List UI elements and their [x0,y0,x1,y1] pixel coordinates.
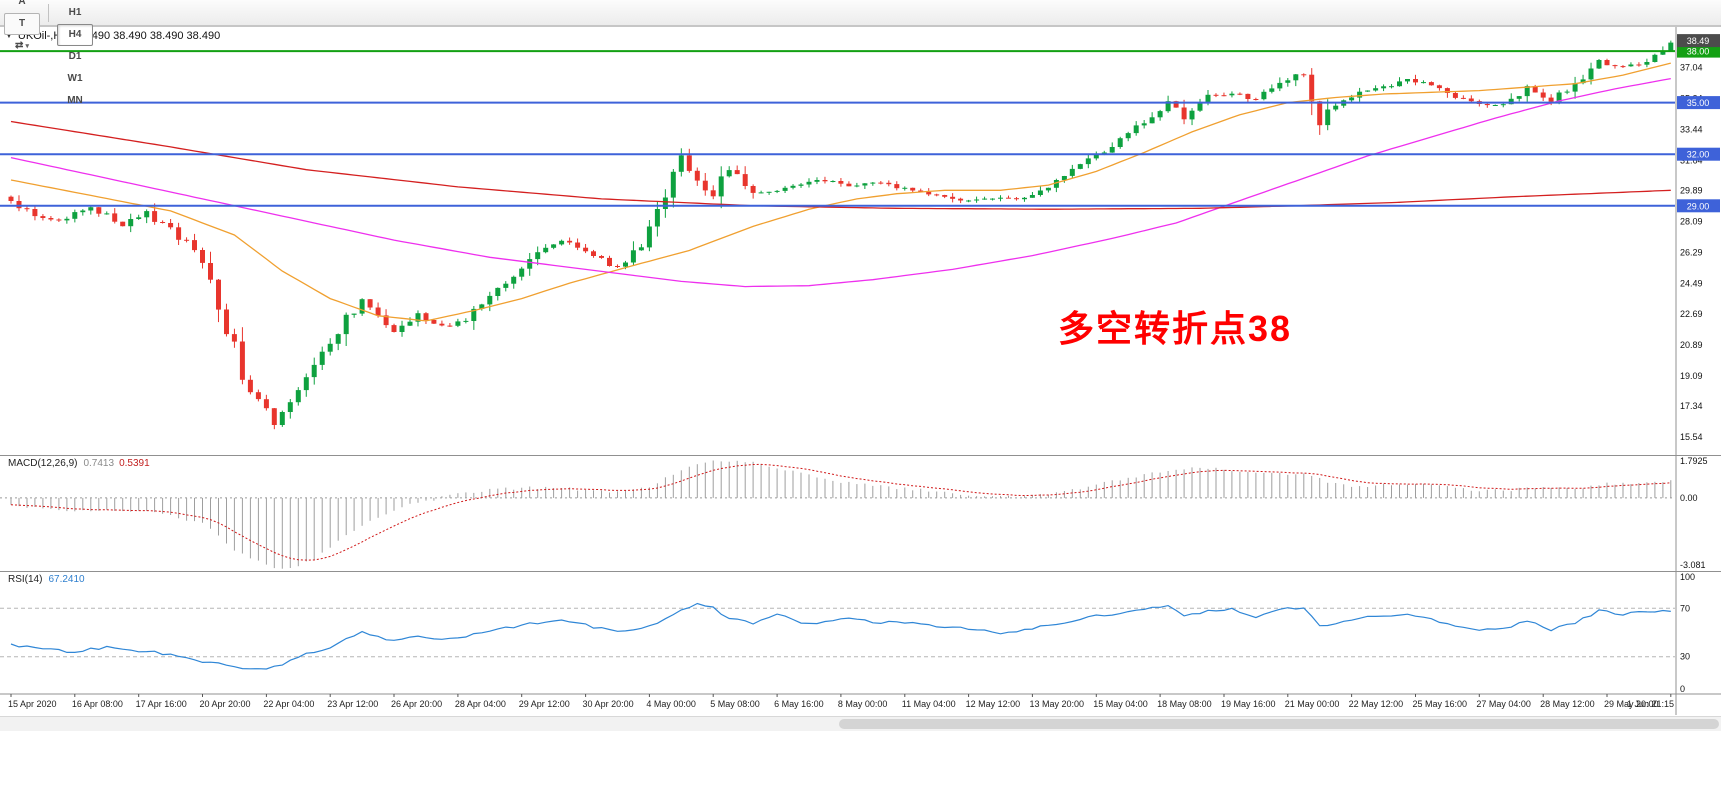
dropdown-caret-icon[interactable]: ▾ [25,42,29,50]
rsi-value: 67.2410 [48,574,85,585]
svg-text:100: 100 [1680,572,1695,582]
svg-text:38.49: 38.49 [1687,36,1710,46]
timeframe-button-MN[interactable]: MN [67,95,83,106]
svg-text:4 May 00:00: 4 May 00:00 [646,699,696,709]
macd-main-value: 0.7413 [83,458,115,469]
svg-text:26.29: 26.29 [1680,247,1703,257]
timeframe-button-D1[interactable]: D1 [68,51,82,62]
svg-text:20.89: 20.89 [1680,340,1703,350]
tool-text-label-button[interactable]: A [18,0,26,7]
svg-text:13 May 20:00: 13 May 20:00 [1029,699,1084,709]
svg-text:20 Apr 20:00: 20 Apr 20:00 [200,699,251,709]
svg-text:35.00: 35.00 [1687,98,1710,108]
rsi-line [10,602,1671,670]
macd-signal-line [10,463,1671,561]
toolbar-separator [48,3,49,22]
macd-signal-value: 0.5391 [119,458,150,469]
macd-indicator-label: MACD(12,26,9) 0.7413 0.5391 [8,458,150,469]
price-badge [1677,147,1720,161]
svg-text:23 Apr 12:00: 23 Apr 12:00 [327,699,378,709]
svg-text:18 May 08:00: 18 May 08:00 [1157,699,1212,709]
svg-text:32.00: 32.00 [1687,150,1710,160]
svg-text:30: 30 [1680,652,1690,662]
svg-text:70: 70 [1680,603,1690,613]
svg-text:28 Apr 04:00: 28 Apr 04:00 [455,699,506,709]
svg-text:38.00: 38.00 [1687,47,1710,57]
rsi-name: RSI(14) [8,574,43,585]
svg-text:16 Apr 08:00: 16 Apr 08:00 [72,699,123,709]
horizontal-scrollbar[interactable] [0,716,1721,731]
chart-canvas[interactable]: 37.0435.2433.4431.6429.8928.0926.2924.49… [0,0,1721,716]
svg-text:17.34: 17.34 [1680,401,1703,411]
svg-text:15 Apr 2020: 15 Apr 2020 [8,699,57,709]
candles [8,40,1674,430]
tool-text-box-button[interactable]: T [4,12,40,35]
toolbar: ▨AT⇄▾ M1M5M15M30H1H4D1W1MN [0,0,1721,106]
scrollbar-thumb[interactable] [839,719,1719,729]
chart-annotation-text: 多空转折点38 [1058,308,1293,349]
price-badge [1677,96,1720,110]
svg-text:1.7925: 1.7925 [1680,456,1708,466]
svg-text:22.69: 22.69 [1680,309,1703,319]
timeframe-button-W1[interactable]: W1 [67,73,83,84]
svg-text:6 May 16:00: 6 May 16:00 [774,699,824,709]
svg-text:29 May 20:00: 29 May 20:00 [1604,699,1659,709]
price-badge [1677,34,1720,48]
svg-text:28 May 12:00: 28 May 12:00 [1540,699,1595,709]
timeframe-button-H4[interactable]: H4 [57,23,93,46]
chart-collapse-icon[interactable]: ▼ [5,31,13,40]
ma-fast-orange-line [10,62,1671,322]
svg-text:19 May 16:00: 19 May 16:00 [1221,699,1276,709]
toolbar-tools: ▨AT⇄▾ [4,0,40,57]
macd-name: MACD(12,26,9) [8,458,78,469]
price-badge [1677,199,1720,213]
tool-arrow-tools-button[interactable]: ⇄ ▾ [15,40,29,51]
timeframe-button-H1[interactable]: H1 [68,7,82,18]
svg-text:-3.081: -3.081 [1680,560,1706,570]
ma-slow-red-line [10,120,1671,210]
svg-text:29.89: 29.89 [1680,185,1703,195]
svg-text:25 May 16:00: 25 May 16:00 [1412,699,1467,709]
svg-text:27 May 04:00: 27 May 04:00 [1476,699,1531,709]
toolbar-timeframes: M1M5M15M30H1H4D1W1MN [57,0,93,112]
svg-text:0: 0 [1680,684,1685,694]
svg-text:29 Apr 12:00: 29 Apr 12:00 [519,699,570,709]
svg-text:15.54: 15.54 [1680,432,1703,442]
svg-text:0.00: 0.00 [1680,493,1698,503]
ohlc-quotes: 38.490 38.490 38.490 38.490 [76,30,221,42]
ma-mid-magenta-line [10,77,1671,288]
svg-text:37.04: 37.04 [1680,63,1703,73]
macd-histogram [10,460,1672,569]
svg-text:19.09: 19.09 [1680,371,1703,381]
svg-text:1 Jun 21:15: 1 Jun 21:15 [1627,699,1674,709]
svg-text:11 May 04:00: 11 May 04:00 [902,699,956,709]
rsi-indicator-label: RSI(14) 67.2410 [8,574,85,585]
svg-text:22 Apr 04:00: 22 Apr 04:00 [263,699,314,709]
svg-text:15 May 04:00: 15 May 04:00 [1093,699,1148,709]
svg-text:17 Apr 16:00: 17 Apr 16:00 [136,699,187,709]
svg-text:24.49: 24.49 [1680,278,1703,288]
svg-text:12 May 12:00: 12 May 12:00 [966,699,1021,709]
svg-text:28.09: 28.09 [1680,216,1703,226]
svg-text:33.44: 33.44 [1680,124,1703,134]
svg-text:30 Apr 20:00: 30 Apr 20:00 [583,699,634,709]
svg-text:26 Apr 20:00: 26 Apr 20:00 [391,699,442,709]
svg-text:21 May 00:00: 21 May 00:00 [1285,699,1340,709]
svg-text:29.00: 29.00 [1687,201,1710,211]
svg-text:8 May 00:00: 8 May 00:00 [838,699,888,709]
svg-text:22 May 12:00: 22 May 12:00 [1349,699,1404,709]
price-badge [1677,44,1720,58]
svg-text:5 May 08:00: 5 May 08:00 [710,699,760,709]
